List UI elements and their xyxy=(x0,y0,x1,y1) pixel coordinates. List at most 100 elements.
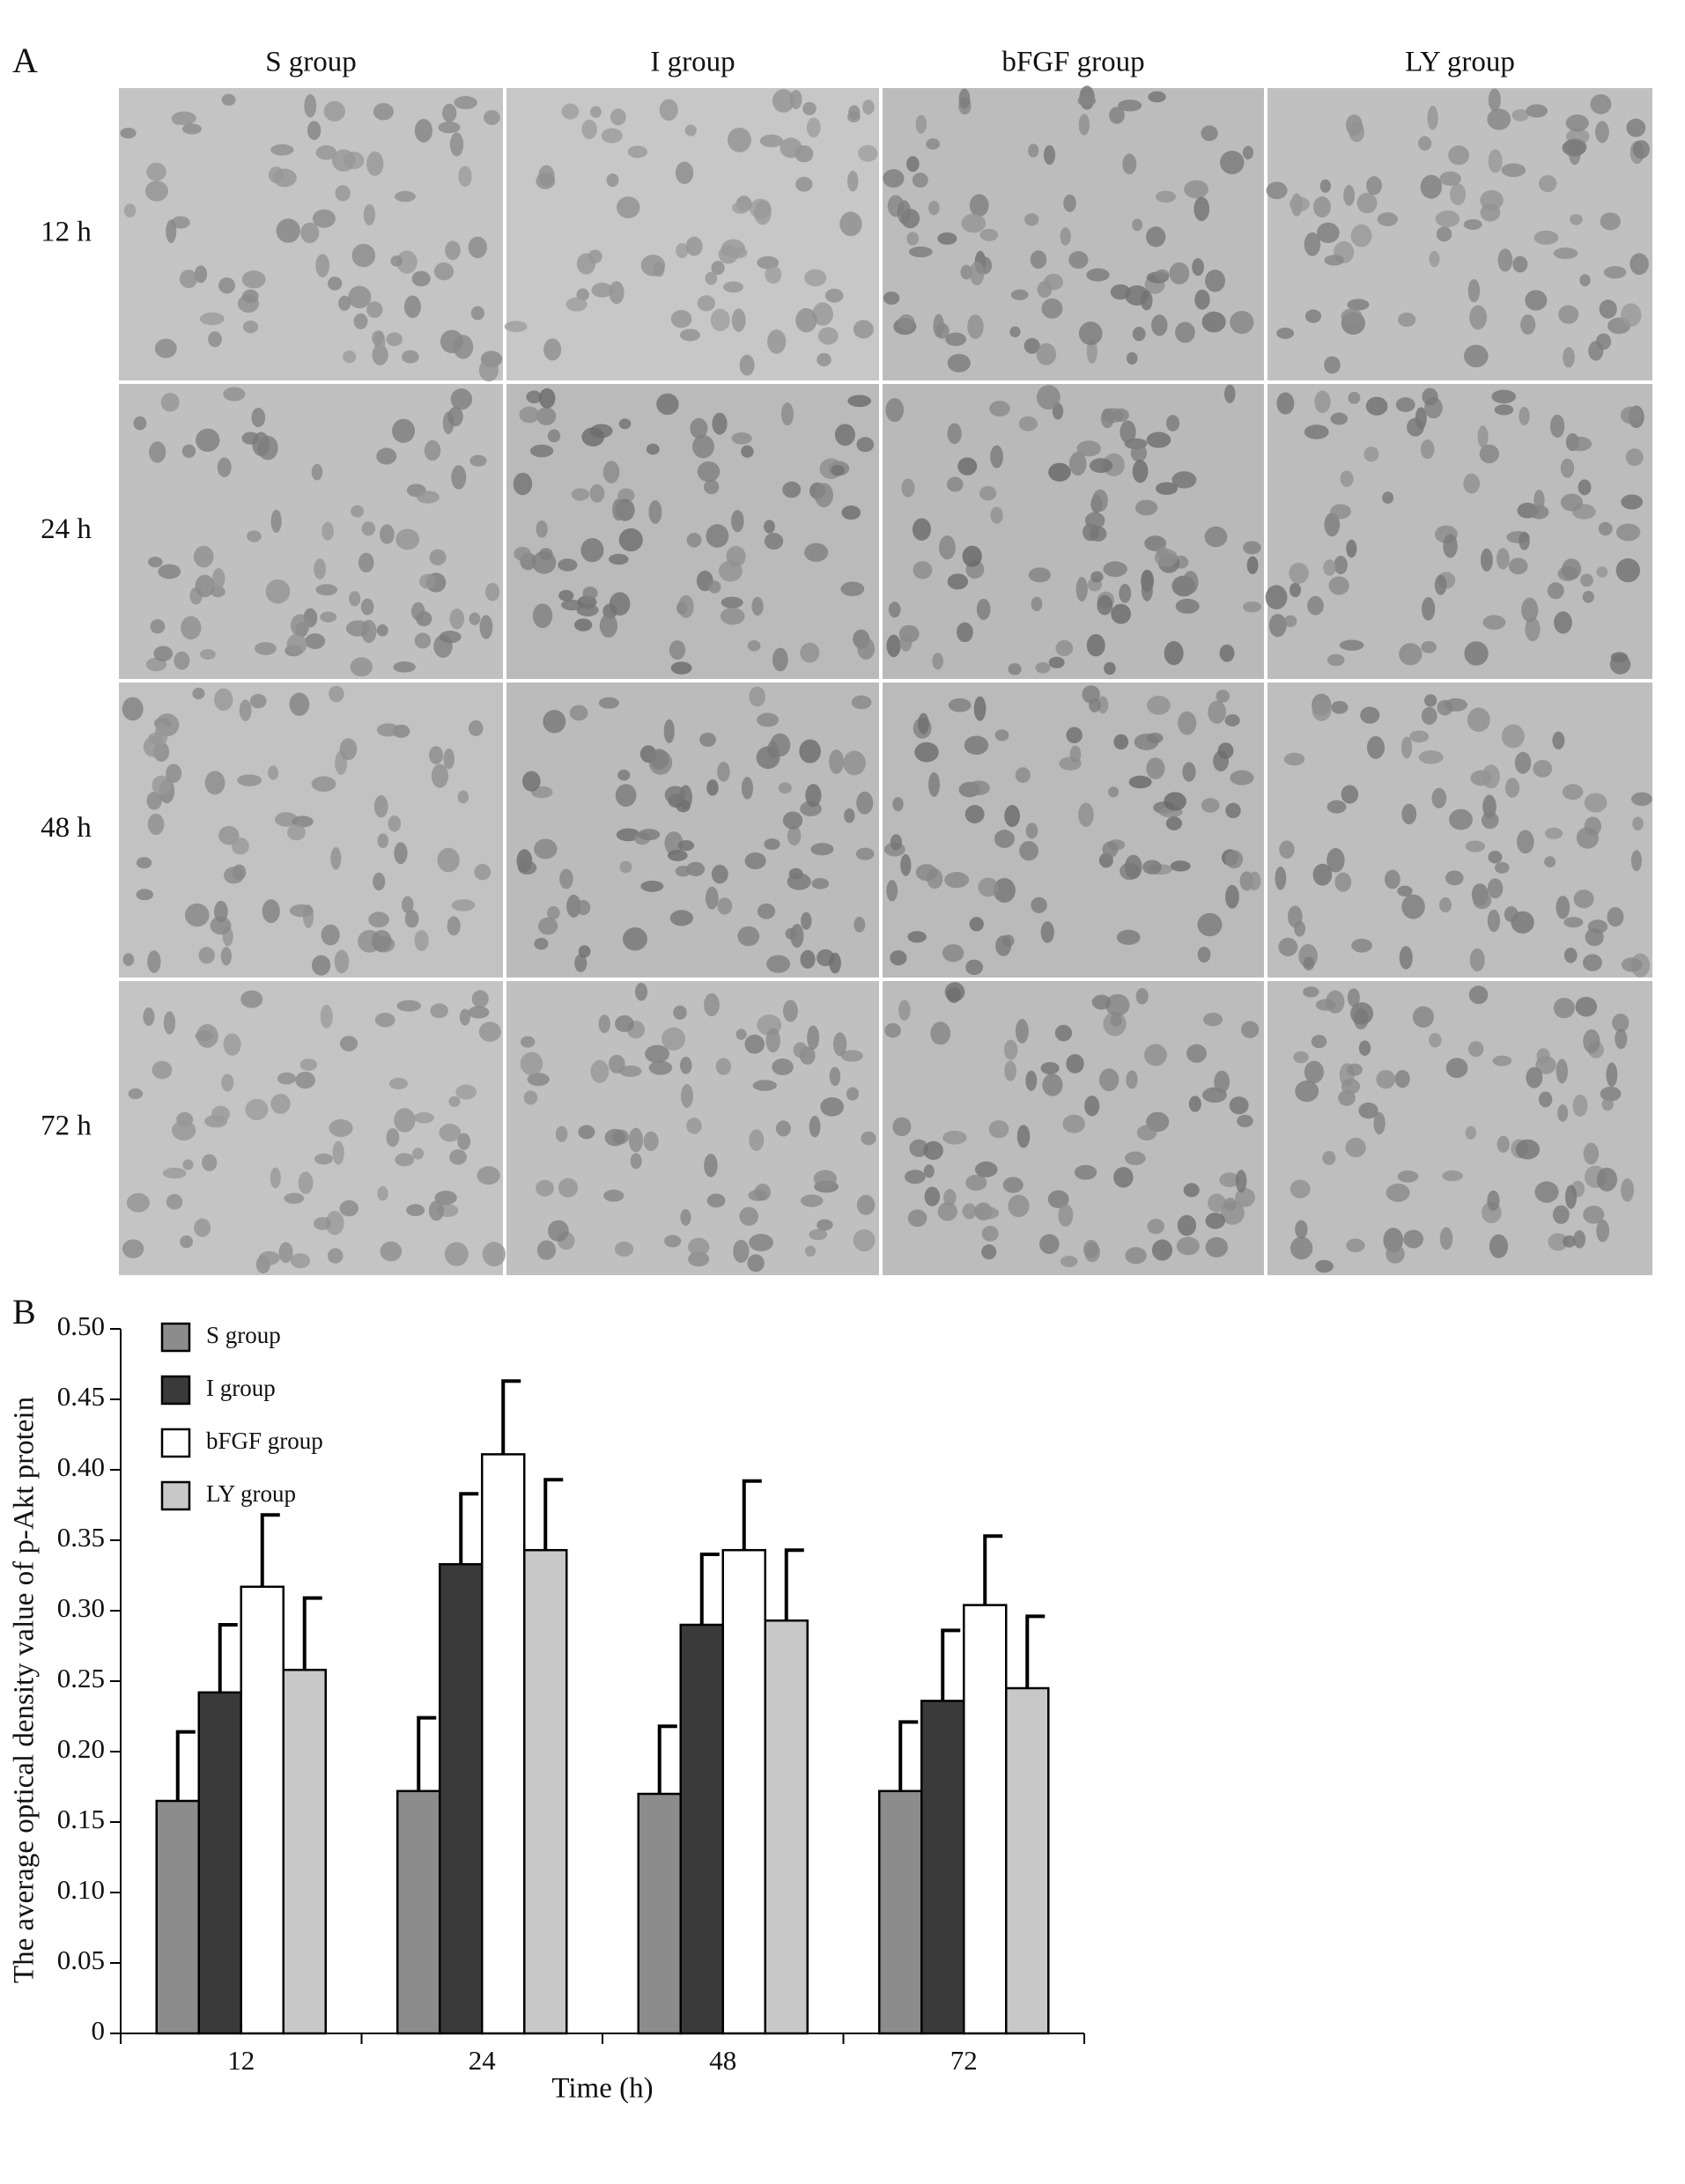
cell xyxy=(1315,1259,1334,1273)
cell xyxy=(1341,1078,1361,1095)
cell xyxy=(1323,559,1336,576)
cell xyxy=(569,705,588,721)
cell xyxy=(664,1235,682,1248)
x-tick-label: 48 xyxy=(709,2045,736,2076)
cell xyxy=(241,270,266,289)
cell xyxy=(1588,341,1604,361)
cell xyxy=(1492,1055,1512,1066)
cell xyxy=(1334,872,1352,892)
cell xyxy=(1075,577,1088,602)
cell xyxy=(1439,1227,1453,1251)
cell xyxy=(1529,505,1549,520)
cell xyxy=(1584,793,1607,813)
cell xyxy=(335,185,351,202)
cell xyxy=(218,825,240,845)
cell xyxy=(327,1248,344,1264)
cell xyxy=(730,247,748,259)
cell xyxy=(1165,816,1183,830)
cell xyxy=(1488,88,1501,112)
cell xyxy=(1040,921,1054,943)
cell xyxy=(1582,954,1602,971)
cell xyxy=(945,332,966,346)
cell xyxy=(831,464,845,476)
cell xyxy=(717,897,733,915)
cell xyxy=(844,808,855,823)
cell xyxy=(1307,595,1324,616)
micrograph xyxy=(504,88,879,380)
cell xyxy=(1242,145,1254,160)
cell xyxy=(780,137,802,159)
cell xyxy=(1092,489,1108,513)
cell xyxy=(811,877,830,889)
cell xyxy=(1230,311,1254,335)
micrograph xyxy=(506,981,879,1275)
cell xyxy=(447,916,461,936)
micrograph xyxy=(883,682,1264,978)
cell xyxy=(386,332,403,347)
cell xyxy=(1576,827,1600,849)
cell xyxy=(703,479,720,495)
cell xyxy=(706,779,719,796)
cell xyxy=(688,1237,710,1257)
cell xyxy=(311,955,331,976)
cell xyxy=(1203,1013,1223,1027)
cell xyxy=(930,1022,951,1045)
cell xyxy=(1276,327,1295,339)
cell xyxy=(1538,174,1557,193)
cell xyxy=(278,1242,293,1264)
cell xyxy=(1078,114,1090,136)
cell xyxy=(699,732,716,748)
cell xyxy=(163,1011,176,1035)
cell xyxy=(394,842,408,865)
cell xyxy=(457,1133,471,1150)
cell xyxy=(833,1032,847,1057)
cell xyxy=(1409,730,1430,743)
cell xyxy=(431,764,449,788)
cell xyxy=(764,520,775,534)
cell xyxy=(478,358,499,382)
cell xyxy=(1312,699,1332,721)
cell xyxy=(380,524,395,544)
cell xyxy=(1312,196,1331,218)
cell xyxy=(914,742,939,763)
cell xyxy=(739,1206,759,1226)
cell xyxy=(958,88,971,109)
cell xyxy=(386,1128,400,1147)
cell xyxy=(1090,526,1107,542)
cell xyxy=(123,203,137,218)
cell xyxy=(478,1022,501,1042)
cell xyxy=(1376,1069,1396,1089)
cell xyxy=(1621,957,1643,972)
cell xyxy=(1395,397,1415,412)
cell xyxy=(284,1192,305,1204)
error-bar xyxy=(784,1548,804,1621)
cell xyxy=(122,697,144,721)
cell xyxy=(1024,213,1039,226)
cell xyxy=(1177,1214,1197,1236)
cell xyxy=(1077,95,1097,107)
cell xyxy=(1422,597,1436,621)
cell xyxy=(749,1129,765,1151)
cell xyxy=(1575,996,1598,1017)
cell xyxy=(1225,802,1241,819)
error-bar xyxy=(941,1628,961,1701)
cell xyxy=(1205,1213,1225,1229)
cell xyxy=(1429,1032,1442,1048)
cell xyxy=(645,1044,669,1063)
cell xyxy=(1111,603,1131,624)
error-bar xyxy=(260,1513,280,1587)
cell xyxy=(1086,339,1097,364)
cell xyxy=(320,611,337,623)
error-bar xyxy=(501,1379,521,1455)
cell xyxy=(1533,759,1553,778)
cell xyxy=(413,1111,434,1124)
cell xyxy=(1076,440,1101,457)
cell xyxy=(969,917,984,932)
cell xyxy=(484,109,500,125)
cell xyxy=(536,1179,555,1197)
cell xyxy=(1401,736,1413,759)
micrograph-bg xyxy=(1267,981,1652,1275)
cell xyxy=(366,301,383,318)
cell xyxy=(292,815,314,828)
cell xyxy=(726,546,746,567)
